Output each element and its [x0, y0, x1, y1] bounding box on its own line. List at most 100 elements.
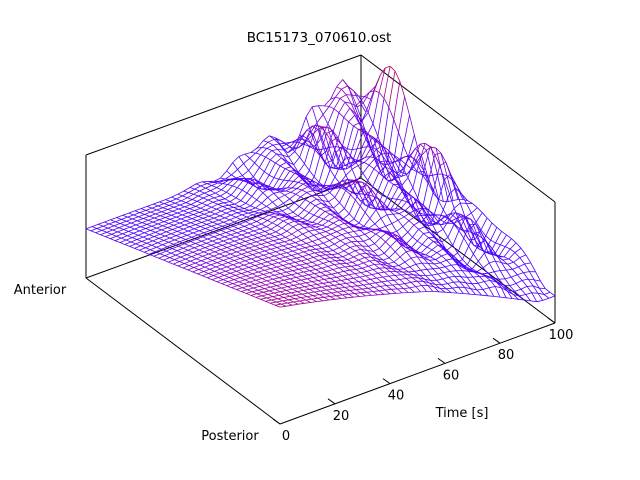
surface-mesh-segment [462, 245, 469, 260]
surface-mesh-segment [295, 240, 302, 243]
surface-mesh-segment [148, 251, 156, 255]
surface-mesh-segment [275, 251, 281, 255]
surface-mesh-segment [359, 193, 367, 207]
surface-mesh-segment [265, 208, 272, 212]
surface-mesh-segment [256, 293, 263, 297]
surface-mesh-segment [249, 281, 255, 285]
surface-mesh-segment [174, 239, 180, 243]
surface-mesh-segment [438, 199, 444, 202]
surface-mesh-segment [227, 260, 235, 263]
surface-mesh-segment [312, 133, 320, 150]
surface-mesh-segment [316, 198, 322, 204]
surface-mesh-segment [274, 255, 280, 259]
surface-mesh-segment [374, 264, 380, 269]
surface-mesh-segment [139, 247, 146, 251]
surface-mesh-segment [364, 212, 371, 219]
surface-mesh-segment [109, 221, 116, 225]
surface-mesh-segment [333, 222, 339, 227]
surface-mesh-segment [213, 255, 219, 259]
surface-mesh-segment [105, 236, 111, 239]
surface-mesh-segment [193, 190, 200, 195]
surface-mesh-segment [119, 223, 126, 226]
surface-mesh-segment [377, 140, 383, 147]
surface-mesh-segment [303, 227, 310, 232]
surface-mesh-segment [295, 193, 301, 198]
surface-mesh-segment [423, 205, 431, 216]
surface-mesh-segment [174, 220, 180, 224]
surface-mesh-segment [294, 202, 300, 207]
surface-mesh-segment [362, 92, 370, 104]
surface-mesh-segment [175, 235, 182, 238]
surface-mesh-segment [333, 219, 340, 224]
surface-mesh-segment [488, 262, 495, 272]
surface-mesh-segment [265, 282, 272, 286]
surface-mesh-segment [257, 256, 263, 260]
surface-mesh-segment [444, 216, 450, 220]
surface-mesh-segment [153, 203, 159, 207]
surface-mesh-segment [167, 227, 173, 230]
surface-mesh-segment [365, 193, 372, 202]
surface-mesh-segment [383, 98, 390, 108]
surface-mesh-segment [231, 268, 237, 272]
surface-mesh-segment [113, 223, 121, 227]
surface-mesh-segment [252, 167, 260, 178]
surface-mesh-segment [243, 281, 250, 285]
surface-mesh-segment [251, 237, 258, 240]
surface-mesh-segment [167, 209, 173, 212]
surface-mesh-segment [191, 253, 198, 257]
surface-mesh-segment [292, 206, 300, 213]
surface-mesh-segment [356, 131, 364, 150]
surface-mesh-segment [293, 283, 300, 286]
surface-mesh-segment [288, 282, 294, 286]
surface-mesh-segment [272, 294, 279, 297]
surface-mesh-segment [259, 156, 266, 168]
surface-mesh-segment [218, 199, 224, 204]
surface-mesh-segment [354, 272, 361, 274]
surface-mesh-segment [184, 260, 191, 264]
surface-mesh-segment [327, 284, 334, 287]
surface-mesh-segment [361, 112, 369, 122]
surface-mesh-segment [260, 206, 267, 211]
surface-mesh [85, 65, 556, 308]
surface-mesh-segment [205, 225, 212, 229]
surface-mesh-segment [286, 271, 292, 276]
surface-mesh-segment [239, 223, 245, 227]
surface-mesh-segment [337, 250, 345, 255]
surface-mesh-segment [455, 212, 461, 215]
surface-mesh-segment [453, 202, 461, 209]
surface-mesh-segment [314, 273, 320, 277]
surface-mesh-segment [248, 181, 254, 186]
surface-mesh-segment [220, 249, 226, 253]
surface-mesh-segment [308, 274, 314, 278]
surface-mesh-segment [437, 244, 444, 250]
surface-mesh-segment [289, 170, 295, 174]
surface-mesh-segment [342, 228, 349, 234]
surface-mesh-segment [405, 209, 411, 214]
surface-mesh-segment [222, 244, 228, 248]
surface-mesh-segment [474, 271, 480, 277]
surface-mesh-segment [299, 116, 307, 135]
surface-mesh-segment [264, 250, 270, 254]
surface-mesh-segment [444, 266, 451, 272]
surface-mesh-segment [344, 208, 350, 215]
surface-mesh-segment [247, 289, 253, 293]
surface-mesh-segment [344, 162, 350, 166]
surface-mesh-segment [414, 134, 420, 155]
surface-mesh-segment [137, 218, 144, 222]
surface-mesh-segment [450, 212, 456, 214]
surface-mesh-segment [236, 212, 243, 216]
surface-mesh-segment [208, 251, 215, 255]
surface-mesh-segment [341, 260, 347, 264]
surface-mesh-segment [316, 262, 324, 266]
surface-mesh-segment [323, 261, 330, 264]
surface-mesh-segment [340, 187, 346, 191]
surface-mesh-segment [288, 180, 294, 182]
surface-mesh-segment [309, 288, 315, 293]
surface-mesh-segment [306, 182, 312, 186]
surface-mesh-segment [192, 271, 198, 275]
surface-mesh-segment [366, 270, 373, 275]
surface-mesh-segment [358, 280, 365, 282]
surface-mesh-segment [338, 208, 345, 215]
surface-mesh-segment [335, 152, 342, 164]
surface-mesh-segment [211, 182, 219, 186]
